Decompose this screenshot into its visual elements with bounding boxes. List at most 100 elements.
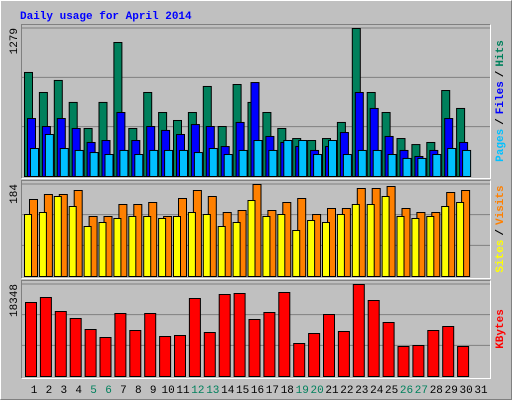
panel-border: [21, 280, 491, 379]
bar: [74, 149, 84, 177]
legend-entry: Hits: [495, 40, 507, 66]
bar: [188, 297, 201, 378]
legend-entry: Pages: [495, 129, 507, 162]
bar: [277, 214, 286, 277]
bar: [262, 216, 271, 277]
bar: [202, 214, 211, 277]
bar: [457, 346, 470, 377]
x-tick-label: 29: [445, 385, 458, 397]
bar: [263, 311, 276, 377]
bar: [292, 230, 301, 277]
x-tick-label: 18: [281, 385, 294, 397]
bar: [223, 154, 233, 177]
x-tick-label: 14: [221, 385, 235, 397]
bar: [268, 149, 278, 177]
bar: [104, 154, 114, 177]
bar: [337, 330, 350, 378]
bar: [278, 291, 291, 377]
bar: [357, 149, 367, 177]
bar: [54, 311, 67, 378]
legend-entry: Visits: [495, 185, 507, 225]
y-tick-label: 18348: [9, 284, 21, 317]
legend-separator: /: [495, 118, 507, 125]
bar: [134, 154, 144, 177]
legend-separator: /: [495, 229, 507, 236]
bar: [342, 154, 352, 177]
bar: [84, 329, 97, 377]
bar: [158, 218, 167, 277]
bar: [174, 334, 186, 377]
legend-entry: KBytes: [495, 309, 507, 349]
bar: [293, 343, 306, 377]
bar: [143, 216, 152, 277]
x-tick-label: 25: [385, 385, 398, 397]
x-tick-label: 27: [415, 385, 428, 397]
bar: [411, 218, 420, 277]
legend-separator: /: [495, 70, 507, 77]
x-tick-label: 19: [296, 385, 309, 397]
bar: [328, 140, 337, 178]
bar: [396, 216, 405, 277]
bar: [114, 313, 127, 377]
bar: [308, 332, 321, 377]
bar: [462, 149, 472, 177]
bar: [366, 204, 375, 277]
x-tick-label: 11: [176, 385, 190, 397]
bar: [233, 293, 246, 377]
bar: [381, 196, 390, 277]
bar: [367, 300, 380, 377]
bar: [59, 147, 69, 177]
bar: [113, 218, 122, 277]
x-tick-label: 30: [459, 385, 472, 397]
bar: [173, 216, 181, 277]
bar: [24, 214, 32, 277]
bar: [187, 212, 196, 277]
bar: [99, 336, 112, 378]
x-tick-label: 5: [90, 385, 97, 397]
bar: [397, 346, 410, 377]
panel-border: [21, 24, 491, 179]
legend-entry: Sites: [495, 240, 507, 273]
bar: [69, 318, 82, 378]
bar: [283, 140, 293, 178]
panel-border: [21, 24, 491, 179]
panel-border: [21, 280, 491, 379]
bar: [402, 157, 412, 177]
bar: [238, 149, 248, 177]
bar: [232, 222, 241, 277]
x-tick-label: 13: [206, 385, 219, 397]
x-tick-label: 15: [236, 385, 249, 397]
x-tick-label: 28: [430, 385, 443, 397]
x-tick-label: 17: [266, 385, 279, 397]
x-tick-label: 6: [105, 385, 112, 397]
bar: [387, 154, 397, 177]
y-tick-label: 1279: [9, 28, 21, 54]
bar: [203, 332, 216, 377]
x-tick-label: 23: [355, 385, 368, 397]
bar: [447, 147, 457, 177]
x-tick-label: 21: [325, 385, 339, 397]
bar: [253, 140, 263, 178]
bar: [179, 149, 188, 177]
x-tick-label: 4: [75, 385, 82, 397]
panel-border: [21, 180, 491, 279]
legend-entry: Files: [495, 81, 507, 114]
bar: [128, 216, 137, 277]
x-tick-label: 1: [31, 385, 38, 397]
x-tick-label: 8: [135, 385, 142, 397]
bar: [38, 212, 47, 277]
bar: [432, 154, 442, 177]
y-tick-label: 184: [9, 184, 21, 204]
x-tick-label: 16: [251, 385, 264, 397]
bar: [372, 149, 382, 177]
bar: [144, 313, 157, 377]
bar: [441, 206, 450, 277]
legend: Pages / Files / Hits: [495, 40, 507, 162]
bar: [44, 133, 54, 178]
panel-border: [21, 180, 491, 279]
bar: [25, 302, 37, 378]
bar: [336, 214, 345, 277]
x-tick-label: 22: [340, 385, 353, 397]
bar: [351, 204, 360, 277]
x-tick-label: 20: [310, 385, 323, 397]
